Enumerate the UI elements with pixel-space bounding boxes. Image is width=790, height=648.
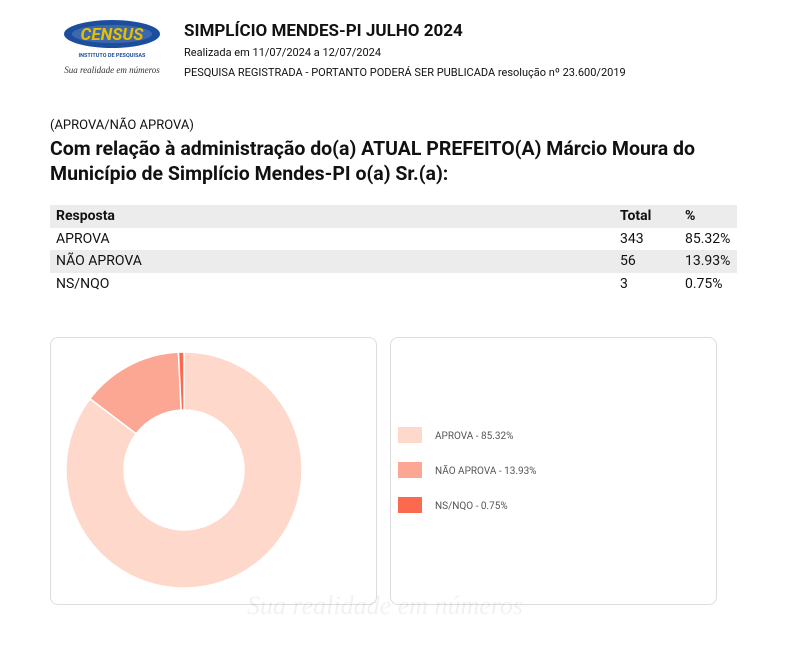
question-tag: (APROVA/NÃO APROVA) <box>50 118 194 133</box>
table-cell: 85.32% <box>685 230 731 247</box>
legend-label: NS/NQO - 0.75% <box>435 501 508 512</box>
legend-swatch <box>398 427 422 443</box>
legend-box <box>390 337 717 605</box>
table-cell: NÃO APROVA <box>56 253 142 270</box>
legend-swatch <box>398 462 422 478</box>
legend-swatch <box>398 497 422 513</box>
logo-tagline: Sua realidade em números <box>64 65 160 75</box>
chart-box <box>50 337 377 605</box>
logo-text: CENSUS <box>81 25 145 45</box>
question: Com relação à administração do(a) ATUAL … <box>50 137 696 185</box>
logo-ellipse <box>64 20 160 48</box>
title: SIMPLÍCIO MENDES-PI JULHO 2024 <box>184 21 463 41</box>
donut-slice <box>65 351 303 589</box>
table-cell: 13.93% <box>685 253 731 270</box>
table-row: Resposta Total% <box>50 205 737 228</box>
table-cell: APROVA <box>56 230 110 247</box>
logo: CENSUS INSTITUTO DE PESQUISAS Sua realid… <box>64 20 160 75</box>
table-row: APROVA 343 85.32% <box>50 228 737 251</box>
legend-label: APROVA - 85.32% <box>435 431 513 442</box>
logo-subtitle: INSTITUTO DE PESQUISAS <box>79 53 147 59</box>
results-table: Resposta Total% APROVA 343 85.32% NÃO APROVA 5… <box>50 205 737 295</box>
table-row: NS/NQO 3 0.75% <box>50 273 737 296</box>
table-cell: 56 <box>620 253 636 270</box>
date-line: Realizada em 11/07/2024 a 12/07/2024 <box>184 46 382 59</box>
legend-label: NÃO APROVA - 13.93% <box>435 464 537 477</box>
table-cell: 3 <box>620 275 628 292</box>
donut-slice <box>177 351 185 411</box>
table-cell: % <box>685 208 696 225</box>
table-cell: Resposta <box>56 208 115 225</box>
registration: PESQUISA REGISTRADA - PORTANTO PODERÁ SE… <box>184 66 626 79</box>
logo-highlight <box>72 25 152 43</box>
table-cell: 343 <box>620 230 644 247</box>
table-cell: 0.75% <box>685 275 723 292</box>
table-cell: NS/NQO <box>56 275 110 292</box>
watermark: Sua realidade em números <box>247 591 523 620</box>
table-cell: Total <box>620 208 652 225</box>
table-row: NÃO APROVA 56 13.93% <box>50 250 737 273</box>
